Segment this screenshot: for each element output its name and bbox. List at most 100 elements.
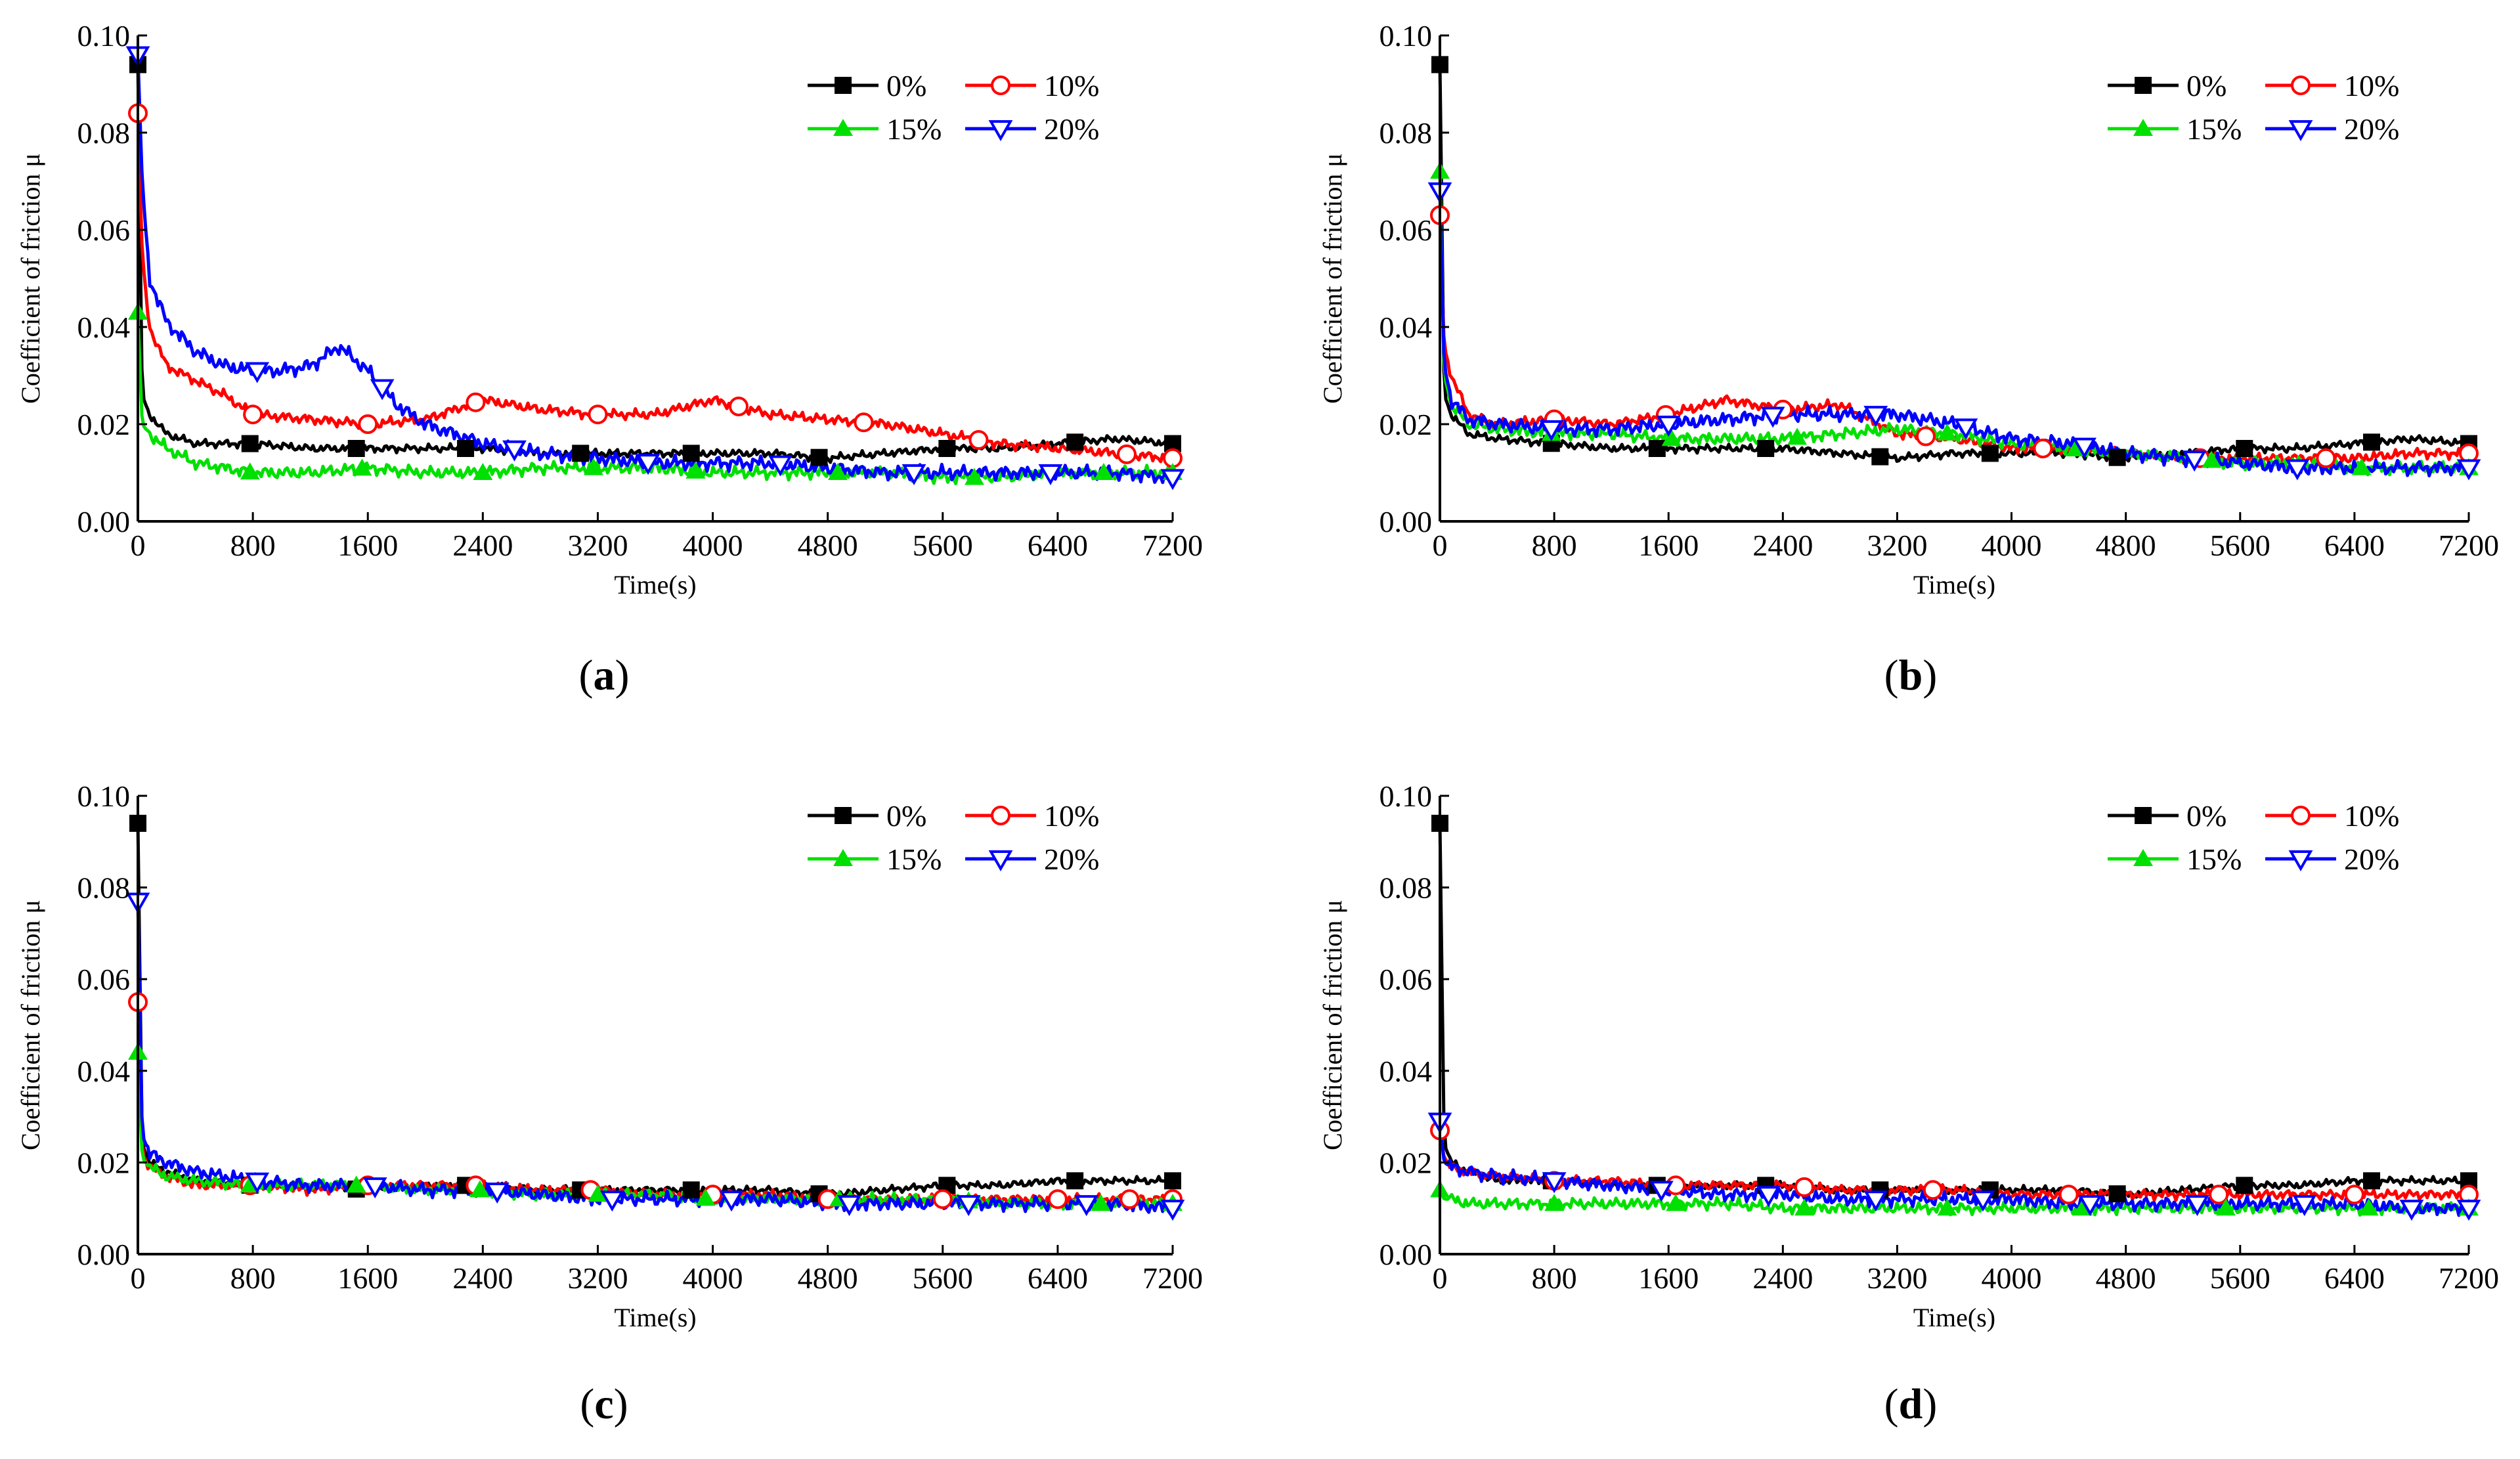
y-tick-label-a-0: 0.00 [77, 505, 131, 538]
data-point-a-10pct-5 [728, 396, 749, 416]
data-point-b-0pct-4 [1871, 448, 1889, 466]
legend-marker-a-2 [833, 119, 853, 137]
data-point-b-15pct-7 [2351, 458, 2372, 475]
x-tick-label-a-2: 1600 [337, 529, 398, 562]
panel-label-open: ( [580, 1380, 594, 1428]
panel-label-d: (d) [1884, 1380, 1938, 1428]
legend-label-b-0: 0% [2186, 69, 2227, 102]
data-point-d-15pct-4 [1937, 1198, 1957, 1216]
data-point-d-20pct-3 [1756, 1186, 1781, 1208]
data-point-b-10pct-5 [2033, 439, 2053, 458]
legend-label-c-0: 0% [886, 799, 926, 833]
data-point-c-15pct-5 [695, 1188, 716, 1206]
data-point-d-15pct-1 [1544, 1194, 1565, 1211]
x-tick-label-d-2: 1600 [1638, 1261, 1699, 1295]
y-axis-title-b: Coefficient of friction μ [1318, 153, 1347, 404]
legend-label-d-1: 10% [2344, 799, 2399, 833]
x-tick-label-a-5: 4000 [683, 529, 743, 562]
x-tick-label-b-5: 4000 [1982, 529, 2042, 562]
y-tick-label-d-3: 0.06 [1379, 963, 1433, 996]
panel-label-close: ) [1923, 1380, 1937, 1428]
data-point-a-15pct-8 [1093, 463, 1114, 481]
y-axis-title-c: Coefficient of friction μ [16, 900, 45, 1150]
data-point-a-10pct-1 [243, 404, 263, 425]
y-tick-label-b-0: 0.00 [1379, 505, 1433, 538]
legend-marker-a-0 [835, 77, 852, 94]
y-tick-label-c-4: 0.08 [77, 871, 131, 905]
legend-marker-b-0 [2135, 77, 2152, 94]
chart-panel-d: 0 800 1600 2400 3200 4000 4800 5600 6400 7200 0.00… [1318, 779, 2499, 1428]
x-axis-title-a: Time(s) [614, 570, 696, 599]
legend-label-c-3: 20% [1044, 842, 1099, 876]
x-tick-label-c-6: 4800 [798, 1261, 858, 1295]
data-point-b-20pct-9 [2456, 459, 2481, 481]
legend-label-c-1: 10% [1044, 799, 1099, 833]
legend-marker-b-1 [2291, 76, 2311, 95]
y-tick-label-c-5: 0.10 [77, 779, 131, 813]
x-tick-label-a-9: 7200 [1142, 529, 1203, 562]
data-point-c-20pct-4 [599, 1190, 624, 1212]
x-tick-label-d-7: 5600 [2210, 1261, 2270, 1295]
x-tick-label-b-2: 1600 [1638, 529, 1699, 562]
data-point-a-15pct-1 [240, 462, 260, 480]
data-point-b-20pct-7 [2182, 450, 2207, 472]
data-point-d-10pct-5 [2058, 1185, 2079, 1205]
legend-label-d-2: 15% [2186, 842, 2242, 876]
x-tick-label-c-2: 1600 [337, 1261, 398, 1295]
x-tick-label-b-8: 6400 [2324, 529, 2385, 562]
data-point-a-20pct-8 [1160, 469, 1185, 490]
data-point-b-20pct-8 [2285, 459, 2310, 481]
data-point-d-20pct-1 [1542, 1172, 1567, 1194]
data-point-b-15pct-3 [1787, 427, 1808, 445]
x-tick-label-c-8: 6400 [1028, 1261, 1088, 1295]
panel-label-close: ) [614, 1380, 628, 1428]
data-point-a-15pct-6 [828, 463, 848, 481]
x-tick-label-a-4: 3200 [567, 529, 628, 562]
data-point-c-15pct-4 [588, 1185, 608, 1202]
y-tick-label-c-1: 0.02 [77, 1146, 131, 1179]
y-tick-label-b-5: 0.10 [1379, 19, 1433, 53]
series-line-a-10pct [136, 113, 1175, 464]
data-point-a-0pct-5 [682, 445, 700, 462]
data-point-c-20pct-5 [719, 1190, 744, 1212]
series-line-d-0pct [1438, 823, 2470, 1199]
series-line-d-20pct [1438, 1121, 2471, 1217]
y-tick-label-a-1: 0.02 [77, 408, 131, 441]
legend-label-b-3: 20% [2344, 112, 2399, 146]
data-point-a-0pct-7 [938, 440, 956, 457]
data-point-b-0pct-2 [1648, 440, 1666, 457]
data-point-d-10pct-4 [1923, 1180, 1943, 1200]
x-tick-label-a-7: 5600 [913, 529, 973, 562]
data-point-b-20pct-1 [1539, 420, 1564, 441]
data-point-b-15pct-4 [1937, 423, 1957, 441]
x-tick-label-d-9: 7200 [2439, 1261, 2499, 1295]
x-tick-label-a-8: 6400 [1028, 529, 1088, 562]
x-tick-label-c-4: 3200 [567, 1261, 628, 1295]
legend-label-c-2: 15% [886, 842, 942, 876]
data-point-a-10pct-2 [358, 414, 378, 434]
data-point-a-20pct-2 [370, 379, 395, 401]
data-point-a-15pct-3 [473, 463, 493, 481]
data-point-c-15pct-2 [346, 1175, 366, 1193]
y-tick-label-d-2: 0.04 [1379, 1055, 1433, 1088]
x-tick-label-d-0: 0 [1433, 1261, 1448, 1295]
data-point-b-0pct-7 [2236, 440, 2253, 457]
legend-label-a-1: 10% [1044, 69, 1099, 102]
data-point-b-10pct-4 [1915, 426, 1936, 446]
y-tick-label-b-1: 0.02 [1379, 408, 1433, 441]
x-tick-label-a-6: 4800 [798, 529, 858, 562]
y-tick-label-c-0: 0.00 [77, 1238, 131, 1271]
x-tick-label-b-0: 0 [1433, 529, 1448, 562]
x-axis-title-c: Time(s) [614, 1303, 696, 1332]
data-point-a-15pct-7 [964, 468, 984, 485]
panel-label-letter: d [1899, 1380, 1923, 1428]
series-line-a-20pct [136, 54, 1175, 485]
panel-label-close: ) [1923, 651, 1937, 699]
x-tick-label-d-5: 4000 [1982, 1261, 2042, 1295]
data-point-a-15pct-5 [685, 461, 706, 479]
x-tick-label-a-3: 2400 [452, 529, 513, 562]
legend-label-a-0: 0% [886, 69, 926, 102]
data-point-b-20pct-2 [1656, 415, 1681, 437]
x-axis-title-d: Time(s) [1913, 1303, 1995, 1332]
legend-label-a-3: 20% [1044, 112, 1099, 146]
